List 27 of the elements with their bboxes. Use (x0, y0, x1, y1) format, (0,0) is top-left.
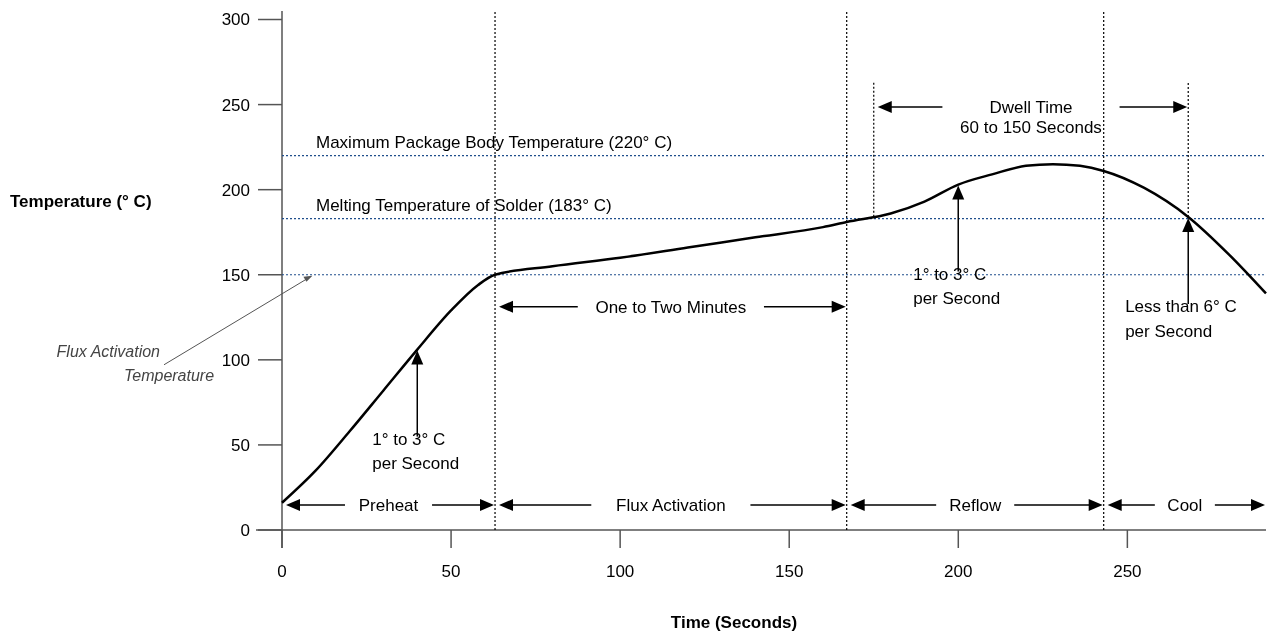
y-tick-label: 100 (221, 350, 250, 370)
x-tick-label: 50 (441, 562, 461, 581)
x-tick-label: 100 (605, 562, 635, 581)
x-tick-label: 0 (277, 562, 287, 581)
y-tick-label: 150 (221, 265, 250, 285)
y-tick-label: 50 (231, 435, 250, 455)
ref-line-label: Melting Temperature of Solder (183° C) (316, 195, 612, 215)
annotation: Flux Activation Temperature (56, 342, 215, 384)
annotation: 1° to 3° C per Second (372, 429, 460, 474)
annotation: Less than 6° C per Second (1125, 296, 1237, 341)
annotation: Cool (1167, 495, 1203, 515)
y-axis-title: Temperature (° C) (10, 191, 152, 211)
y-tick-label: 250 (221, 95, 250, 115)
annotation: Preheat (358, 495, 419, 515)
y-tick-label: 300 (221, 10, 250, 30)
x-tick-label: 200 (944, 562, 973, 581)
x-axis-title: Time (Seconds) (670, 613, 798, 632)
annotation: One to Two Minutes (595, 297, 747, 317)
y-tick-label: 200 (221, 180, 250, 200)
annotation: Dwell Time 60 to 150 Seconds (960, 97, 1102, 137)
annotation: Reflow (949, 495, 1002, 515)
y-tick-label: 0 (240, 520, 250, 540)
annotation: 1° to 3° C per Second (913, 264, 1001, 309)
ref-line-label: Maximum Package Body Temperature (220° C) (316, 132, 673, 152)
x-tick-label: 250 (1113, 562, 1142, 581)
annotation: Flux Activation (616, 495, 726, 515)
x-tick-label: 150 (775, 562, 804, 581)
